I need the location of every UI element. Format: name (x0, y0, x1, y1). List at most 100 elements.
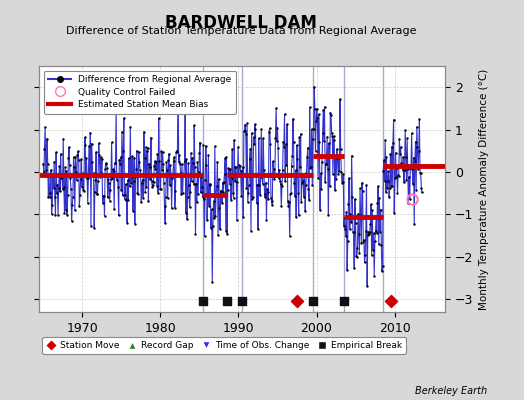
Point (164, 157, 172, 164)
Point (205, 182, 214, 188)
Point (147, 178, 156, 184)
Point (253, 200, 261, 206)
Point (126, 123, 135, 130)
Point (375, 241, 383, 248)
Point (320, 104, 329, 110)
Point (180, 172, 188, 179)
Point (236, 163, 244, 170)
Point (87, 222, 95, 229)
Point (162, 159, 171, 165)
Point (41, 167, 50, 173)
Point (415, 116, 423, 123)
Point (246, 146, 255, 152)
Point (48, 202, 57, 208)
Point (264, 189, 272, 195)
Point (97, 170, 105, 176)
Point (238, 170, 246, 177)
Point (119, 148, 127, 154)
Point (125, 155, 133, 161)
Point (55, 163, 63, 170)
Point (107, 176, 115, 182)
Point (320, 138, 328, 145)
Point (174, 159, 183, 165)
Point (125, 183, 134, 189)
Text: Berkeley Earth: Berkeley Earth (415, 386, 487, 396)
Point (228, 146, 236, 152)
Point (217, 188, 225, 194)
Point (79, 170, 87, 176)
Point (169, 172, 177, 178)
Point (275, 167, 283, 174)
Point (86, 129, 94, 136)
Point (310, 84, 319, 90)
Point (142, 184, 150, 190)
Point (367, 252, 376, 258)
Point (161, 220, 169, 227)
Point (412, 186, 420, 193)
Point (56, 188, 64, 194)
Point (49, 185, 58, 191)
Point (183, 194, 192, 201)
Point (136, 166, 144, 173)
Point (290, 179, 298, 186)
Point (204, 152, 213, 158)
Point (283, 121, 291, 128)
Point (366, 221, 375, 227)
Point (74, 157, 83, 163)
Point (105, 197, 114, 204)
Point (338, 180, 346, 186)
Point (166, 162, 174, 169)
Point (172, 149, 180, 156)
Point (266, 125, 274, 132)
Point (181, 107, 189, 114)
Point (358, 180, 366, 186)
Point (235, 171, 243, 177)
Point (68, 202, 77, 208)
Point (133, 148, 141, 154)
Point (364, 232, 372, 238)
Point (369, 230, 378, 236)
Point (62, 167, 71, 174)
Point (144, 198, 152, 204)
Point (178, 161, 186, 167)
Point (333, 155, 342, 162)
Point (144, 145, 152, 152)
Point (267, 195, 275, 202)
Point (52, 149, 60, 156)
Point (178, 190, 187, 197)
Point (387, 298, 395, 304)
Point (321, 178, 330, 185)
Point (289, 116, 297, 122)
Point (46, 194, 54, 200)
Point (149, 182, 157, 188)
Point (376, 206, 385, 213)
Point (400, 167, 409, 174)
Point (284, 203, 292, 209)
Point (411, 138, 420, 145)
Point (387, 144, 396, 150)
Point (185, 204, 194, 210)
Point (343, 267, 351, 274)
Point (104, 176, 113, 182)
Point (128, 153, 136, 160)
Point (58, 173, 66, 179)
Point (293, 298, 301, 304)
Point (265, 128, 273, 135)
Point (62, 207, 70, 214)
Point (93, 191, 102, 198)
Point (383, 185, 391, 191)
Point (397, 160, 406, 166)
Point (174, 76, 182, 82)
Point (63, 192, 72, 198)
Point (67, 186, 75, 192)
Point (309, 136, 317, 143)
Point (319, 107, 328, 113)
Point (305, 104, 314, 111)
Point (210, 215, 219, 221)
Point (324, 166, 332, 173)
Point (398, 167, 407, 173)
Point (51, 194, 59, 200)
Point (103, 165, 111, 171)
Point (301, 208, 309, 214)
Point (305, 197, 313, 203)
